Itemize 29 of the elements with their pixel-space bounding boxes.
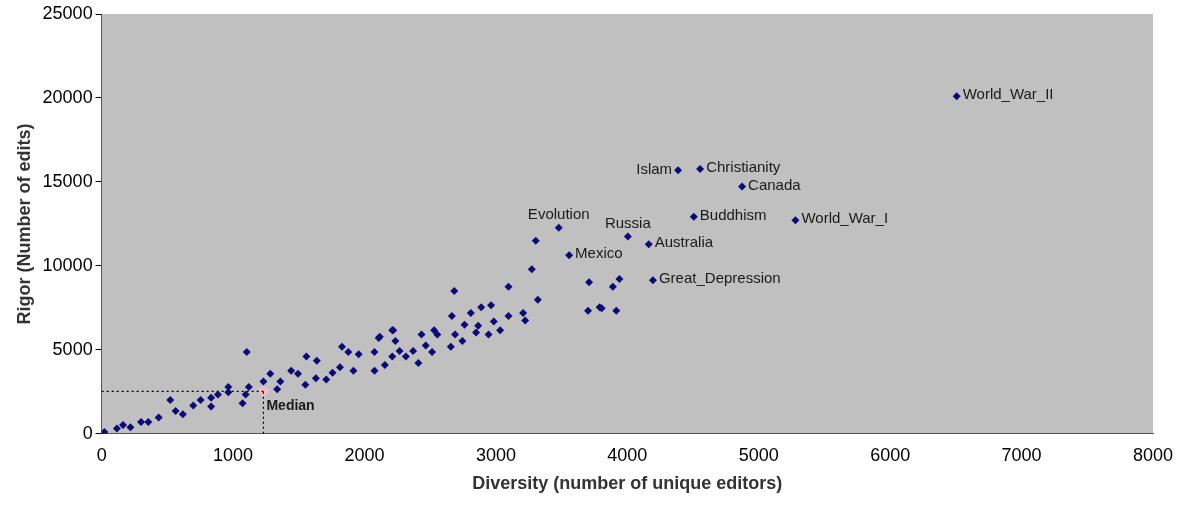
x-tick-label: 6000 xyxy=(870,444,911,465)
y-axis-title: Rigor (Number of edits) xyxy=(13,123,34,325)
y-tick-label: 0 xyxy=(82,422,93,443)
y-tick-label: 25000 xyxy=(42,2,93,23)
annotation: Buddhism xyxy=(699,205,767,223)
x-tick-label: 4000 xyxy=(607,444,648,465)
annotation: World_War_I xyxy=(801,209,889,227)
x-tick-label: 1000 xyxy=(213,444,254,465)
annotation: Great_Depression xyxy=(658,269,781,287)
x-tick-label: 3000 xyxy=(475,444,516,465)
y-tick-label: 15000 xyxy=(42,170,93,191)
annotation: Islam xyxy=(636,160,673,178)
annotation: Evolution xyxy=(527,205,590,223)
x-tick-label: 2000 xyxy=(344,444,385,465)
series-label: Median xyxy=(266,397,315,414)
x-tick-label: 7000 xyxy=(1001,444,1042,465)
annotation: Russia xyxy=(604,214,652,232)
y-tick-label: 10000 xyxy=(42,254,93,275)
annotation: Canada xyxy=(748,175,802,193)
annotation: Christianity xyxy=(706,158,781,176)
annotation: Australia xyxy=(654,233,714,251)
x-tick-label: 0 xyxy=(96,444,107,465)
y-tick-label: 5000 xyxy=(52,338,93,359)
x-axis-title: Diversity (number of unique editors) xyxy=(472,473,783,494)
annotation: Mexico xyxy=(575,244,623,262)
y-tick-label: 20000 xyxy=(42,86,93,107)
x-tick-label: 8000 xyxy=(1132,444,1174,465)
x-tick-label: 5000 xyxy=(738,444,779,465)
annotation: World_War_II xyxy=(962,85,1054,103)
